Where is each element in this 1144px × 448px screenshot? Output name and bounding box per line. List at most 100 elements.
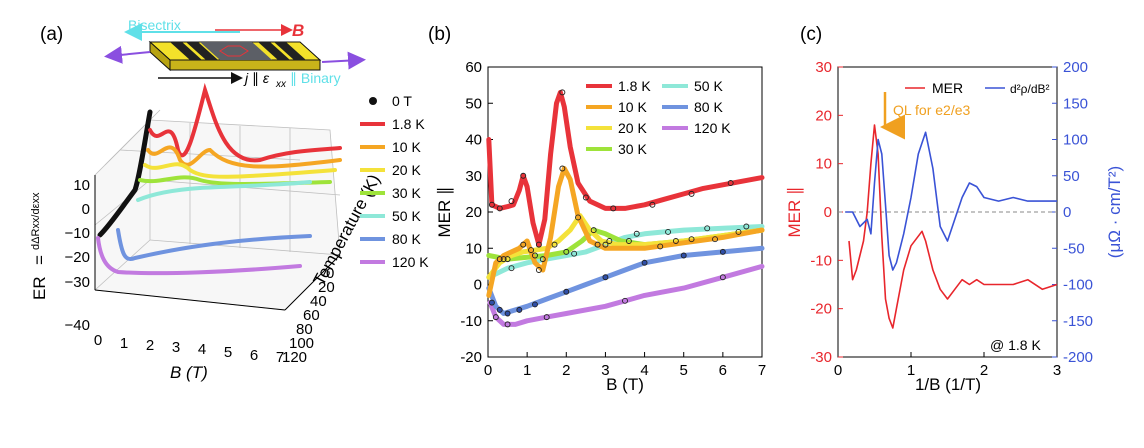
plot-c-series <box>838 124 1058 329</box>
x-label-3d: B (T) <box>170 363 208 382</box>
curve3d-1p8K <box>148 82 342 163</box>
b-point-30-k <box>532 252 538 259</box>
b-point-50-k <box>704 225 711 232</box>
b-point-80-k <box>496 306 503 313</box>
svg-text:3: 3 <box>172 339 180 356</box>
b-point-20-k <box>500 256 507 263</box>
svg-text:dΔRxx/dεxx: dΔRxx/dεxx <box>30 192 42 250</box>
svg-text:60: 60 <box>303 307 320 324</box>
c-xtick-label: 2 <box>980 362 988 379</box>
b-point-30-k <box>590 227 597 234</box>
b-point-80-k <box>516 306 523 313</box>
z-label: ER = dΔRxx/dεxx <box>30 192 49 300</box>
svg-text:ER: ER <box>30 276 49 300</box>
svg-text:20: 20 <box>318 279 335 296</box>
panel-a-label: (a) <box>40 24 63 45</box>
c-ytick-right-label: -100 <box>1063 277 1093 294</box>
b-ytick-label: 10 <box>465 240 482 257</box>
b-point-10-k <box>712 236 718 243</box>
b-point-10-k <box>594 241 601 248</box>
current-sub: xx <box>275 79 287 90</box>
svg-text:2: 2 <box>146 337 154 354</box>
c-series-mer <box>848 124 1058 329</box>
c-ytick-right-label: 100 <box>1063 132 1088 149</box>
b-ytick-label: -20 <box>460 349 482 366</box>
box3d-frame <box>94 109 341 311</box>
b-point-1-8-k <box>582 194 589 201</box>
b-series-1-8-k <box>486 89 765 248</box>
c-ytick-right-label: -150 <box>1063 313 1093 330</box>
b-point-120-k <box>719 274 726 281</box>
b-ytick-label: -10 <box>460 313 482 330</box>
b-xtick-label: 1 <box>523 362 531 379</box>
svg-text:6: 6 <box>250 347 258 364</box>
b-xtick-label: 2 <box>562 362 570 379</box>
b-ytick-label: 50 <box>465 95 482 112</box>
c-ytick-left-label: 30 <box>815 59 832 76</box>
b-xtick-label: 5 <box>680 362 688 379</box>
box3d-x-axis <box>94 289 286 311</box>
b-point-50-k <box>508 265 515 272</box>
svg-text:4: 4 <box>198 341 206 358</box>
b-series-10-k <box>486 166 765 298</box>
b-point-30-k <box>688 236 695 243</box>
plot-c-ticks: 0 1 2 3-30-20-100102030-200-150-100-5005010… <box>810 59 1093 379</box>
b-point-50-k <box>571 250 578 257</box>
legend-a: 0 T 1.8 K 10 K 20 K 30 K 50 K 80 K 120 K <box>360 93 429 270</box>
svg-text:1: 1 <box>120 335 128 352</box>
b-point-20-k <box>606 238 613 244</box>
svg-text:80 K: 80 K <box>392 231 421 247</box>
b-series-120-k <box>487 263 765 327</box>
c-series-d2rho <box>845 131 1057 271</box>
plot-c-ylabel-left: MER ∥ <box>785 187 804 238</box>
box3d-y-axis <box>284 254 341 311</box>
b-ytick-label: 60 <box>465 59 482 76</box>
c-xtick-label: 3 <box>1053 362 1061 379</box>
c-ytick-left-label: -20 <box>810 301 832 318</box>
b-point-10-k <box>520 241 527 248</box>
b-point-80-k <box>602 274 609 281</box>
svg-text:5: 5 <box>224 344 232 361</box>
current-label: j ∥ ε <box>243 70 270 86</box>
curve3d-50K <box>136 180 312 202</box>
b-point-30-k <box>504 256 511 263</box>
b-point-120-k <box>622 297 628 304</box>
b-point-80-k <box>504 310 511 317</box>
b-series-20-k <box>486 213 765 280</box>
b-ytick-label: 0 <box>474 277 482 294</box>
svg-text:20 K: 20 K <box>392 162 421 178</box>
panel-c: (c) 0 1 2 3-30-20-100102030-200-150-100-500… <box>785 24 1124 394</box>
b-point-1-8-k <box>559 89 566 96</box>
b-point-1-8-k <box>649 201 656 208</box>
svg-text:1.8 K: 1.8 K <box>618 78 651 94</box>
svg-text:−20: −20 <box>65 249 90 266</box>
b-point-120-k <box>543 314 550 321</box>
b-point-10-k <box>657 243 664 250</box>
b-point-20-k <box>735 228 742 235</box>
svg-text:120 K: 120 K <box>392 254 429 270</box>
svg-text:0: 0 <box>326 265 334 282</box>
svg-text:40: 40 <box>310 293 327 310</box>
b-point-20-k <box>672 238 679 244</box>
curves-3d <box>96 82 342 276</box>
b-point-1-8-k <box>727 180 734 186</box>
svg-text:50 K: 50 K <box>694 78 723 94</box>
b-point-50-k <box>743 223 750 230</box>
svg-text:7: 7 <box>276 349 284 366</box>
b-point-80-k <box>641 259 648 266</box>
svg-text:−10: −10 <box>65 225 90 242</box>
legend-b: 1.8 K 10 K 20 K 30 K 50 K 80 K 120 K <box>586 78 731 157</box>
b-field-label: B <box>292 21 304 40</box>
binary-label: ∥ Binary <box>290 70 341 86</box>
y-ticks-3d: 0 20 40 60 80 100 120 <box>282 265 335 366</box>
svg-text:100: 100 <box>289 335 314 352</box>
legend-c: MER d²ρ/dB² <box>905 80 1050 96</box>
svg-text:30 K: 30 K <box>618 141 647 157</box>
svg-text:120: 120 <box>282 349 307 366</box>
curve3d-0T <box>97 109 153 238</box>
b-point-80-k <box>719 248 726 255</box>
c-ytick-right-label: 200 <box>1063 59 1088 76</box>
b-point-80-k <box>488 299 495 306</box>
b-point-10-k <box>559 165 566 172</box>
svg-text:10 K: 10 K <box>618 99 647 115</box>
